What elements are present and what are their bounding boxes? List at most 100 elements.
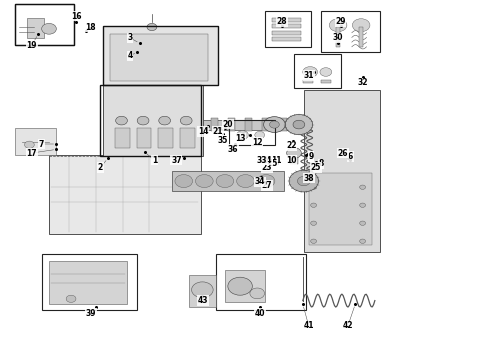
- Text: 19: 19: [26, 41, 37, 50]
- Circle shape: [311, 221, 317, 225]
- Bar: [172, 171, 284, 191]
- Bar: [158, 128, 173, 148]
- Circle shape: [270, 121, 279, 128]
- Bar: [303, 80, 313, 83]
- Text: 32: 32: [357, 78, 368, 87]
- Text: 5: 5: [309, 152, 314, 161]
- Bar: [49, 261, 127, 304]
- Bar: [103, 26, 218, 85]
- Bar: [309, 173, 372, 245]
- Circle shape: [360, 203, 366, 207]
- Circle shape: [159, 116, 171, 125]
- Bar: [15, 128, 56, 155]
- Text: 41: 41: [303, 321, 314, 330]
- Circle shape: [175, 175, 193, 188]
- Circle shape: [360, 185, 366, 189]
- Bar: [180, 128, 195, 148]
- Bar: [27, 18, 44, 38]
- Circle shape: [116, 116, 127, 125]
- Text: 10: 10: [286, 156, 297, 165]
- Circle shape: [264, 117, 285, 132]
- Bar: [304, 90, 380, 252]
- Circle shape: [250, 288, 265, 299]
- Text: 7: 7: [39, 140, 44, 149]
- Text: 18: 18: [85, 23, 96, 32]
- Circle shape: [237, 131, 248, 139]
- Bar: [103, 85, 203, 156]
- Text: 15: 15: [267, 159, 277, 168]
- Circle shape: [311, 203, 317, 207]
- Circle shape: [285, 114, 313, 135]
- Text: 12: 12: [252, 138, 263, 147]
- Text: 42: 42: [343, 321, 353, 330]
- Bar: [290, 154, 298, 164]
- Text: 35: 35: [218, 136, 228, 145]
- Bar: [272, 31, 301, 35]
- Text: 36: 36: [227, 145, 238, 154]
- Text: 38: 38: [303, 174, 314, 183]
- Bar: [42, 254, 137, 310]
- Circle shape: [311, 239, 317, 243]
- Bar: [321, 80, 331, 83]
- Circle shape: [311, 185, 317, 189]
- Bar: [100, 85, 201, 156]
- Circle shape: [24, 141, 34, 148]
- Bar: [262, 118, 270, 131]
- Text: 22: 22: [286, 141, 297, 150]
- Text: 14: 14: [198, 127, 209, 136]
- Circle shape: [147, 23, 157, 31]
- Bar: [49, 155, 201, 234]
- Text: 40: 40: [254, 309, 265, 318]
- Text: 29: 29: [335, 17, 346, 26]
- Circle shape: [228, 277, 252, 295]
- Bar: [279, 118, 287, 131]
- Circle shape: [237, 175, 254, 188]
- Circle shape: [289, 170, 318, 192]
- Text: 9: 9: [309, 152, 314, 161]
- Bar: [272, 18, 301, 22]
- Text: 1: 1: [152, 156, 157, 165]
- Bar: [115, 128, 130, 148]
- Bar: [294, 54, 341, 88]
- Text: 3: 3: [127, 33, 132, 42]
- Bar: [272, 37, 301, 41]
- Text: 43: 43: [198, 296, 209, 305]
- Circle shape: [196, 175, 213, 188]
- Text: 39: 39: [85, 309, 96, 318]
- Bar: [211, 118, 218, 131]
- Text: 20: 20: [222, 120, 233, 129]
- Circle shape: [360, 221, 366, 225]
- Text: 6: 6: [348, 152, 353, 161]
- Circle shape: [66, 295, 76, 302]
- Text: 11: 11: [271, 156, 282, 165]
- Bar: [272, 24, 301, 28]
- Bar: [225, 270, 265, 302]
- Circle shape: [180, 116, 192, 125]
- Circle shape: [352, 19, 370, 32]
- Text: 8: 8: [318, 159, 323, 168]
- Text: 31: 31: [303, 71, 314, 80]
- Bar: [321, 11, 380, 52]
- Circle shape: [137, 116, 149, 125]
- Bar: [15, 4, 74, 45]
- Circle shape: [192, 282, 213, 298]
- Bar: [229, 120, 275, 145]
- Text: 21: 21: [213, 127, 223, 136]
- Bar: [228, 118, 235, 131]
- Bar: [110, 34, 208, 81]
- Text: 25: 25: [311, 163, 321, 172]
- Text: 30: 30: [333, 33, 343, 42]
- Circle shape: [329, 19, 347, 32]
- Bar: [245, 118, 252, 131]
- Circle shape: [293, 120, 305, 129]
- Circle shape: [257, 175, 275, 188]
- Text: 28: 28: [276, 17, 287, 26]
- Circle shape: [42, 23, 56, 34]
- Text: 26: 26: [338, 149, 348, 158]
- Text: 13: 13: [235, 134, 245, 143]
- Text: 37: 37: [171, 156, 182, 165]
- Text: 24: 24: [262, 156, 272, 165]
- Circle shape: [216, 175, 234, 188]
- Bar: [359, 27, 363, 47]
- Bar: [189, 275, 216, 307]
